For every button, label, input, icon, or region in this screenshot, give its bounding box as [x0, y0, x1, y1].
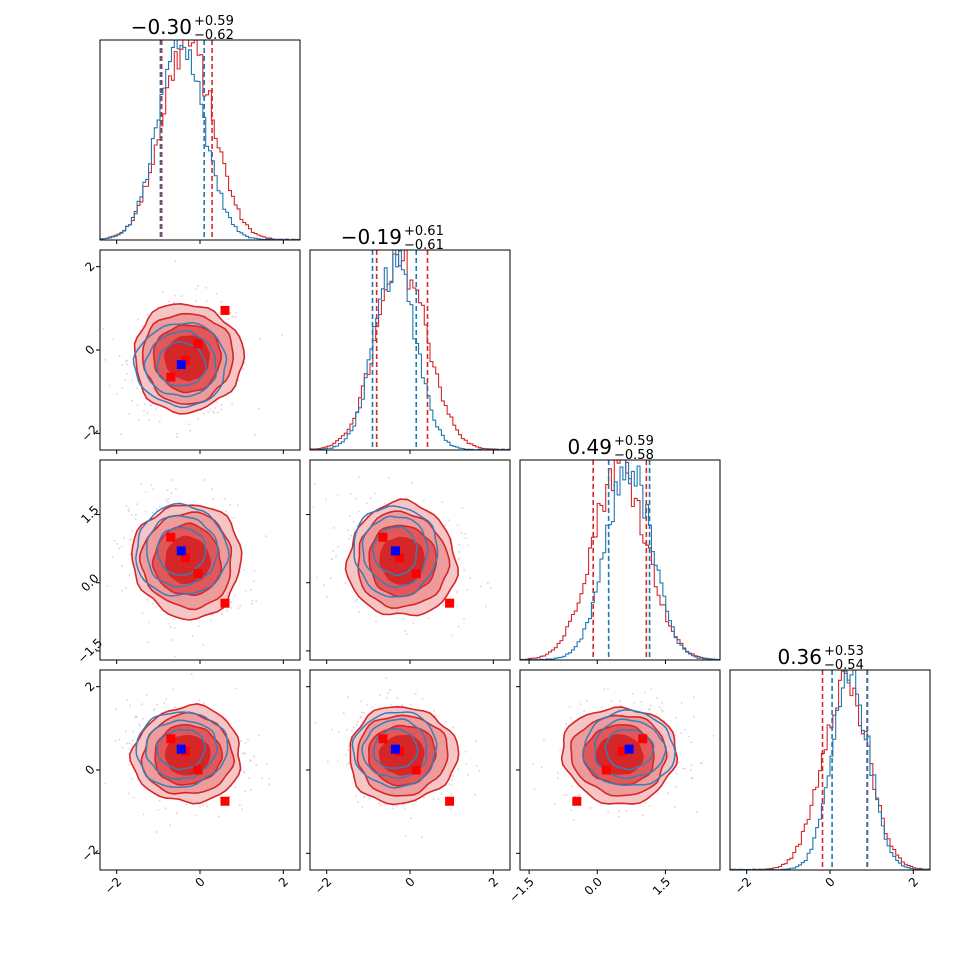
- contour-blue-3: [372, 728, 419, 769]
- blue-marker: [390, 744, 400, 754]
- x-tick-label: 0: [822, 875, 837, 890]
- contour-blue-2: [143, 330, 218, 398]
- title-median: 0.36: [777, 645, 822, 669]
- histogram-series-1: [100, 40, 300, 240]
- red-marker: [395, 553, 405, 563]
- red-marker: [166, 532, 176, 542]
- contour-blue-3: [604, 729, 655, 771]
- histogram-series-2: [100, 40, 300, 240]
- red-marker: [445, 598, 455, 608]
- red-marker: [180, 553, 190, 563]
- y-tick-label: −2: [79, 422, 101, 444]
- x-tick-label: −2: [732, 875, 754, 897]
- y-tick-label: 0: [82, 762, 97, 777]
- red-marker: [411, 569, 421, 579]
- x-tick-label: 1.5: [650, 875, 673, 898]
- x-tick-label: −1.5: [506, 875, 537, 906]
- title-plus: +0.59: [194, 14, 234, 29]
- red-marker: [617, 746, 627, 756]
- title-median: −0.30: [131, 15, 192, 39]
- red-marker: [220, 796, 230, 806]
- histogram-series-2: [520, 460, 720, 660]
- contour-blue-3: [156, 526, 207, 576]
- histogram-series-1: [730, 670, 930, 870]
- x-tick-label: −2: [102, 875, 124, 897]
- x-tick-label: 2: [486, 875, 501, 890]
- title-plus: +0.61: [404, 224, 444, 239]
- y-tick-label: 2: [82, 259, 97, 274]
- contour-blue-1: [135, 711, 229, 788]
- red-marker: [411, 765, 421, 775]
- y-tick-label: 1.5: [78, 503, 101, 526]
- panel-4-3: [519, 669, 721, 871]
- contour-blue-2: [146, 515, 219, 588]
- blue-marker: [624, 744, 634, 754]
- y-tick-label: 2: [82, 679, 97, 694]
- x-tick-label: 0.0: [582, 875, 605, 898]
- y-tick-label: −2: [79, 842, 101, 864]
- diag-panel-4: 0.36 +0.53−0.54: [729, 644, 931, 871]
- contour-blue-1: [582, 709, 676, 786]
- histogram-series-1: [520, 461, 720, 660]
- contour-blue-1: [132, 322, 228, 409]
- histogram-series-2: [730, 670, 930, 870]
- red-marker: [572, 796, 582, 806]
- x-tick-label: 0: [192, 875, 207, 890]
- y-tick-label: 0.0: [78, 571, 101, 594]
- panel-3-2: [309, 459, 511, 661]
- diag-panel-1: −0.30 +0.59−0.62: [99, 14, 301, 241]
- blue-marker: [176, 546, 186, 556]
- contour-blue-1: [353, 505, 439, 598]
- red-marker: [193, 569, 203, 579]
- blue-marker: [390, 546, 400, 556]
- title-minus: −0.54: [824, 658, 864, 673]
- red-marker: [193, 339, 203, 349]
- panel-frame: [99, 39, 301, 241]
- title-median: 0.49: [567, 435, 612, 459]
- x-tick-label: 0: [402, 875, 417, 890]
- contour-blue-3: [155, 729, 207, 771]
- panel-2-1: [99, 249, 301, 451]
- title-minus: −0.62: [194, 28, 234, 43]
- blue-marker: [176, 360, 186, 370]
- histogram-series-2: [310, 250, 510, 450]
- red-marker: [220, 598, 230, 608]
- title-minus: −0.61: [404, 238, 444, 253]
- red-marker: [638, 734, 648, 744]
- title-plus: +0.59: [614, 434, 654, 449]
- red-marker: [601, 765, 611, 775]
- histogram-series-1: [310, 250, 510, 450]
- title-plus: +0.53: [824, 644, 864, 659]
- diag-panel-3: 0.49 +0.59−0.58: [519, 434, 721, 661]
- panel-3-1: [99, 459, 301, 661]
- red-marker: [378, 734, 388, 744]
- x-tick-label: −2: [312, 875, 334, 897]
- contour-blue-1: [351, 711, 438, 789]
- panel-4-1: [99, 669, 301, 871]
- red-marker: [166, 372, 176, 382]
- y-tick-label: 0: [82, 342, 97, 357]
- contour-blue-2: [361, 515, 429, 588]
- contour-blue-3: [156, 341, 207, 387]
- red-marker: [220, 305, 230, 315]
- panel-4-2: [309, 669, 511, 871]
- y-tick-label: −1.5: [75, 636, 106, 667]
- x-tick-label: 2: [906, 875, 921, 890]
- title-median: −0.19: [341, 225, 402, 249]
- contour-blue-1: [135, 502, 230, 597]
- red-marker: [445, 796, 455, 806]
- x-tick-label: 2: [276, 875, 291, 890]
- red-marker: [378, 532, 388, 542]
- contour-blue-2: [594, 718, 667, 780]
- contour-blue-3: [371, 526, 418, 577]
- panel-frame: [519, 459, 721, 661]
- red-marker: [193, 765, 203, 775]
- title-minus: −0.58: [614, 448, 654, 463]
- blue-marker: [176, 744, 186, 754]
- red-marker: [166, 734, 176, 744]
- diag-panel-2: −0.19 +0.61−0.61: [309, 224, 511, 451]
